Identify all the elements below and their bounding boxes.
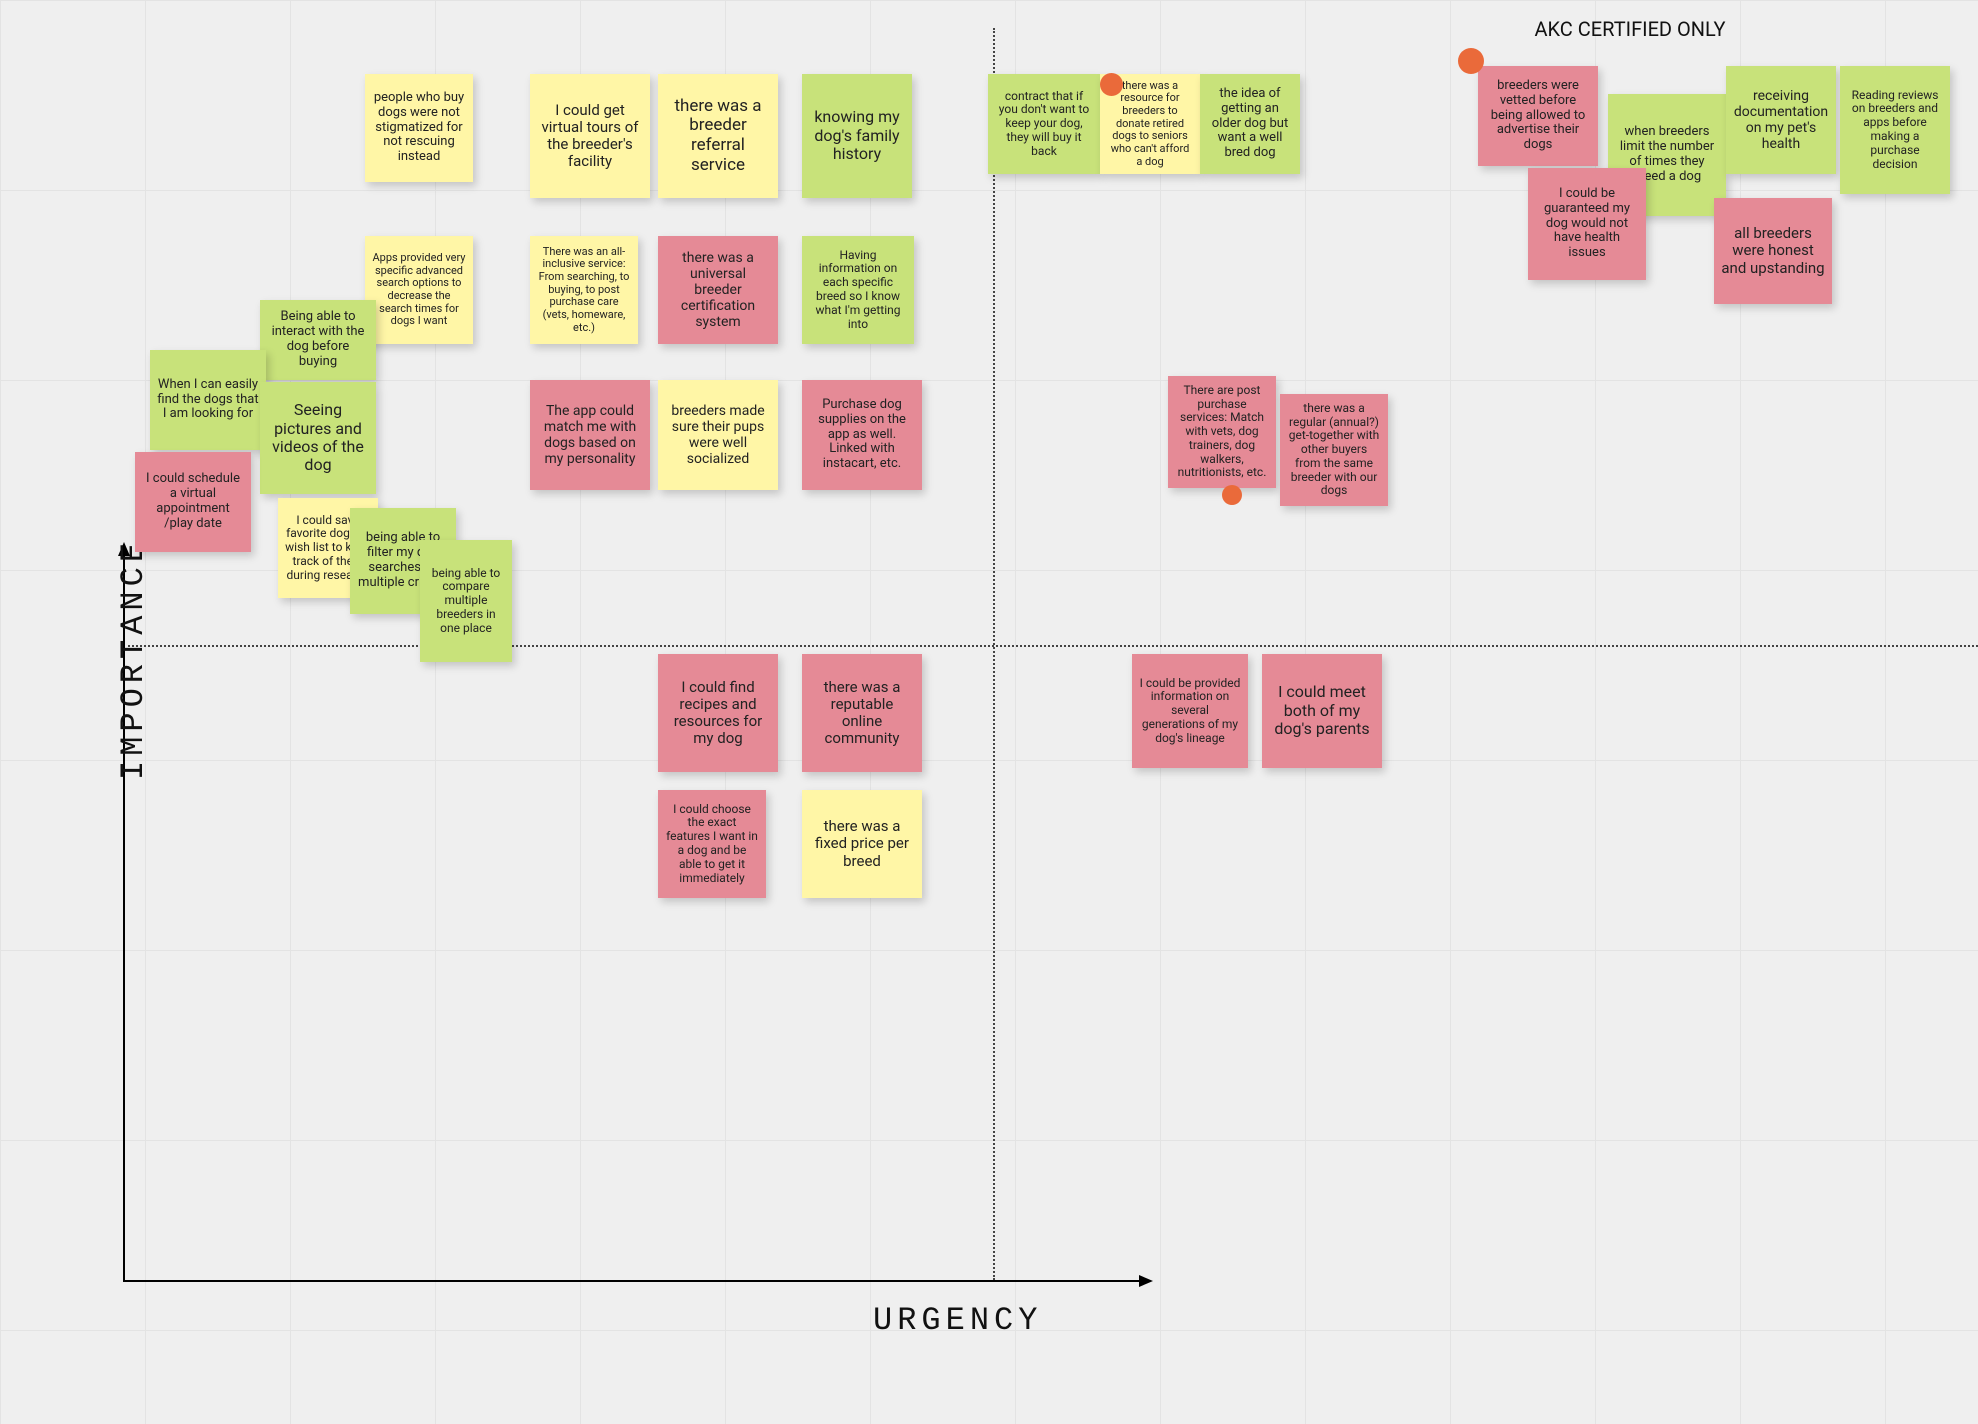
grid-line-horizontal xyxy=(0,760,1978,761)
sticky-note[interactable]: Apps provided very specific advanced sea… xyxy=(365,236,473,344)
sticky-note[interactable]: receiving documentation on my pet's heal… xyxy=(1726,66,1836,174)
grid-line-vertical xyxy=(1885,0,1886,1424)
sticky-note[interactable]: there was a universal breeder certificat… xyxy=(658,236,778,344)
grid-line-vertical xyxy=(435,0,436,1424)
sticky-note[interactable]: I could choose the exact features I want… xyxy=(658,790,766,898)
grid-line-horizontal xyxy=(0,950,1978,951)
sticky-note[interactable]: Having information on each specific bree… xyxy=(802,236,914,344)
sticky-note[interactable]: being able to compare multiple breeders … xyxy=(420,540,512,662)
sticky-note[interactable]: I could be provided information on sever… xyxy=(1132,654,1248,768)
sticky-note[interactable]: Reading reviews on breeders and apps bef… xyxy=(1840,66,1950,194)
sticky-note[interactable]: breeders were vetted before being allowe… xyxy=(1478,66,1598,166)
grid-line-vertical xyxy=(580,0,581,1424)
sticky-note[interactable]: The app could match me with dogs based o… xyxy=(530,380,650,490)
x-axis-label: URGENCY xyxy=(873,1302,1042,1339)
sticky-note[interactable]: There are post purchase services: Match … xyxy=(1168,376,1276,488)
sticky-note[interactable]: I could get virtual tours of the breeder… xyxy=(530,74,650,198)
sticky-note[interactable]: people who buy dogs were not stigmatized… xyxy=(365,74,473,182)
sticky-note[interactable]: When I can easily find the dogs that I a… xyxy=(150,350,266,450)
y-axis-label: IMPORTANCE xyxy=(115,538,152,780)
grid-line-vertical xyxy=(0,0,1,1424)
sticky-note[interactable]: I could find recipes and resources for m… xyxy=(658,654,778,772)
quadrant-divider-horizontal xyxy=(123,645,1978,647)
sticky-note[interactable]: knowing my dog's family history xyxy=(802,74,912,198)
grid-line-horizontal xyxy=(0,0,1978,1)
sticky-note[interactable]: Being able to interact with the dog befo… xyxy=(260,300,376,380)
sticky-note[interactable]: there was a breeder referral service xyxy=(658,74,778,198)
sticky-note[interactable]: there was a fixed price per breed xyxy=(802,790,922,898)
sticky-note[interactable]: I could schedule a virtual appointment /… xyxy=(135,452,251,552)
sticky-note[interactable]: I could be guaranteed my dog would not h… xyxy=(1528,168,1646,280)
marker-dot-icon[interactable] xyxy=(1100,73,1123,96)
sticky-note[interactable]: I could meet both of my dog's parents xyxy=(1262,654,1382,768)
sticky-note[interactable]: the idea of getting an older dog but wan… xyxy=(1200,74,1300,174)
section-header: AKC CERTIFIED ONLY xyxy=(1520,18,1740,41)
sticky-note[interactable]: there was a regular (annual?) get-togeth… xyxy=(1280,394,1388,506)
marker-dot-icon[interactable] xyxy=(1222,485,1242,505)
grid-line-vertical xyxy=(1450,0,1451,1424)
x-axis xyxy=(123,1280,1140,1282)
sticky-note[interactable]: Seeing pictures and videos of the dog xyxy=(260,382,376,494)
sticky-note[interactable]: Purchase dog supplies on the app as well… xyxy=(802,380,922,490)
grid-line-vertical xyxy=(290,0,291,1424)
sticky-note[interactable]: breeders made sure their pups were well … xyxy=(658,380,778,490)
grid-line-vertical xyxy=(1015,0,1016,1424)
sticky-note[interactable]: there was a reputable online community xyxy=(802,654,922,772)
whiteboard-canvas[interactable]: IMPORTANCE URGENCY AKC CERTIFIED ONLY peopl… xyxy=(0,0,1978,1424)
sticky-note[interactable]: contract that if you don't want to keep … xyxy=(988,74,1100,174)
sticky-note[interactable]: There was an all-inclusive service: From… xyxy=(530,236,638,344)
grid-line-horizontal xyxy=(0,380,1978,381)
grid-line-horizontal xyxy=(0,1140,1978,1141)
marker-dot-icon[interactable] xyxy=(1458,48,1484,74)
sticky-note[interactable]: all breeders were honest and upstanding xyxy=(1714,198,1832,304)
quadrant-divider-vertical xyxy=(993,28,995,1280)
x-axis-arrowhead-icon xyxy=(1139,1275,1153,1287)
